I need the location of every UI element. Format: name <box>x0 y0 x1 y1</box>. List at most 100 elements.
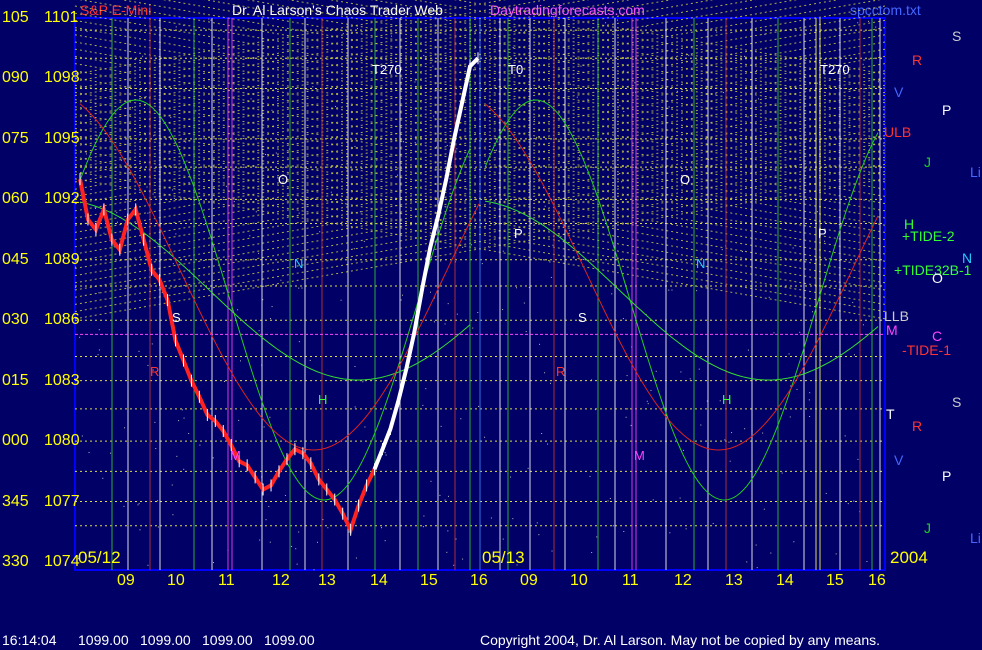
annotation-h-1: H <box>318 392 328 407</box>
annotation-r-1: R <box>556 364 566 379</box>
annotation-h-2: H <box>722 392 732 407</box>
background-dot <box>402 141 404 143</box>
background-dot <box>260 114 262 116</box>
x-tick-day2: 14 <box>776 572 794 589</box>
background-dot <box>389 155 391 157</box>
background-dot <box>645 26 647 28</box>
background-dot <box>217 45 219 47</box>
background-dot <box>744 428 746 430</box>
x-tick-day2: 12 <box>674 572 692 589</box>
right-label: -TIDE-1 <box>902 342 951 358</box>
background-dot <box>212 457 214 459</box>
background-dot <box>109 452 111 454</box>
y-tick-price: 1080 <box>44 432 80 450</box>
background-dot <box>462 470 464 472</box>
background-dot <box>376 159 378 161</box>
background-dot <box>78 558 80 560</box>
annotation-s-2: S <box>172 310 181 325</box>
background-dot <box>591 551 593 553</box>
background-dot <box>549 261 551 263</box>
background-dot <box>877 81 879 83</box>
background-dot <box>623 111 625 113</box>
right-label: +TIDE32B-1 <box>894 262 972 278</box>
background-dot <box>536 522 538 524</box>
y-tick-degree: 000 <box>2 432 29 450</box>
background-dot <box>255 211 257 213</box>
background-dot <box>594 409 596 411</box>
background-dot <box>650 389 652 391</box>
background-dot <box>330 191 332 193</box>
background-dot <box>176 455 178 457</box>
background-dot <box>259 539 261 541</box>
background-dot <box>816 211 818 213</box>
background-dot <box>490 517 492 519</box>
background-dot <box>662 407 664 409</box>
background-dot <box>175 233 177 235</box>
background-dot <box>605 22 607 24</box>
background-dot <box>695 64 697 66</box>
background-dot <box>722 92 724 94</box>
right-label: C <box>932 328 943 344</box>
background-dot <box>689 378 691 380</box>
background-dot <box>538 534 540 536</box>
background-dot <box>612 525 614 527</box>
price-line-white <box>372 56 480 471</box>
background-dot <box>382 67 384 69</box>
background-dot <box>755 544 757 546</box>
background-dot <box>781 472 783 474</box>
chart-title-left: S&P E-Mini <box>80 2 152 18</box>
background-dot <box>397 167 399 169</box>
background-dot <box>579 154 581 156</box>
background-dot <box>588 236 590 238</box>
background-dot <box>844 435 846 437</box>
y-tick-degree: 060 <box>2 190 29 208</box>
background-dot <box>455 538 457 540</box>
background-dot <box>866 560 868 562</box>
background-dot <box>728 441 730 443</box>
right-label: ULB <box>884 124 912 140</box>
background-dot <box>429 291 431 293</box>
background-dot <box>853 500 855 502</box>
background-dot <box>569 83 571 85</box>
background-dot <box>669 532 671 534</box>
background-dot <box>627 408 629 410</box>
x-tick-day2: 15 <box>826 572 844 589</box>
background-dot <box>662 194 664 196</box>
background-dot <box>793 541 795 543</box>
background-dot <box>502 250 504 252</box>
site-link[interactable]: Daytradingforecasts.com <box>490 2 645 18</box>
background-dot <box>301 43 303 45</box>
background-dot <box>812 311 814 313</box>
y-tick-price: 1086 <box>44 311 80 329</box>
background-dot <box>277 100 279 102</box>
background-dot <box>630 424 632 426</box>
background-dot <box>576 96 578 98</box>
background-dot <box>390 35 392 37</box>
background-dot <box>466 188 468 190</box>
background-dot <box>319 231 321 233</box>
background-dot <box>844 19 846 21</box>
y-tick-degree: 075 <box>2 129 29 147</box>
background-dot <box>544 372 546 374</box>
background-dot <box>533 119 535 121</box>
background-dot <box>576 72 578 74</box>
background-dot <box>444 323 446 325</box>
background-dot <box>668 106 670 108</box>
background-dot <box>158 268 160 270</box>
background-dot <box>875 26 877 28</box>
background-dot <box>607 500 609 502</box>
background-dot <box>440 260 442 262</box>
background-dot <box>186 160 188 162</box>
background-dot <box>756 69 758 71</box>
background-dot <box>414 142 416 144</box>
background-dot <box>794 208 796 210</box>
footer-low: 1099.00 <box>202 632 253 648</box>
background-dot <box>152 369 154 371</box>
background-dot <box>210 19 212 21</box>
background-dot <box>729 460 731 462</box>
annotation-t0: T0 <box>508 62 524 77</box>
background-dot <box>269 416 271 418</box>
background-dot <box>453 564 455 566</box>
background-dot <box>401 78 403 80</box>
background-dot <box>495 149 497 151</box>
